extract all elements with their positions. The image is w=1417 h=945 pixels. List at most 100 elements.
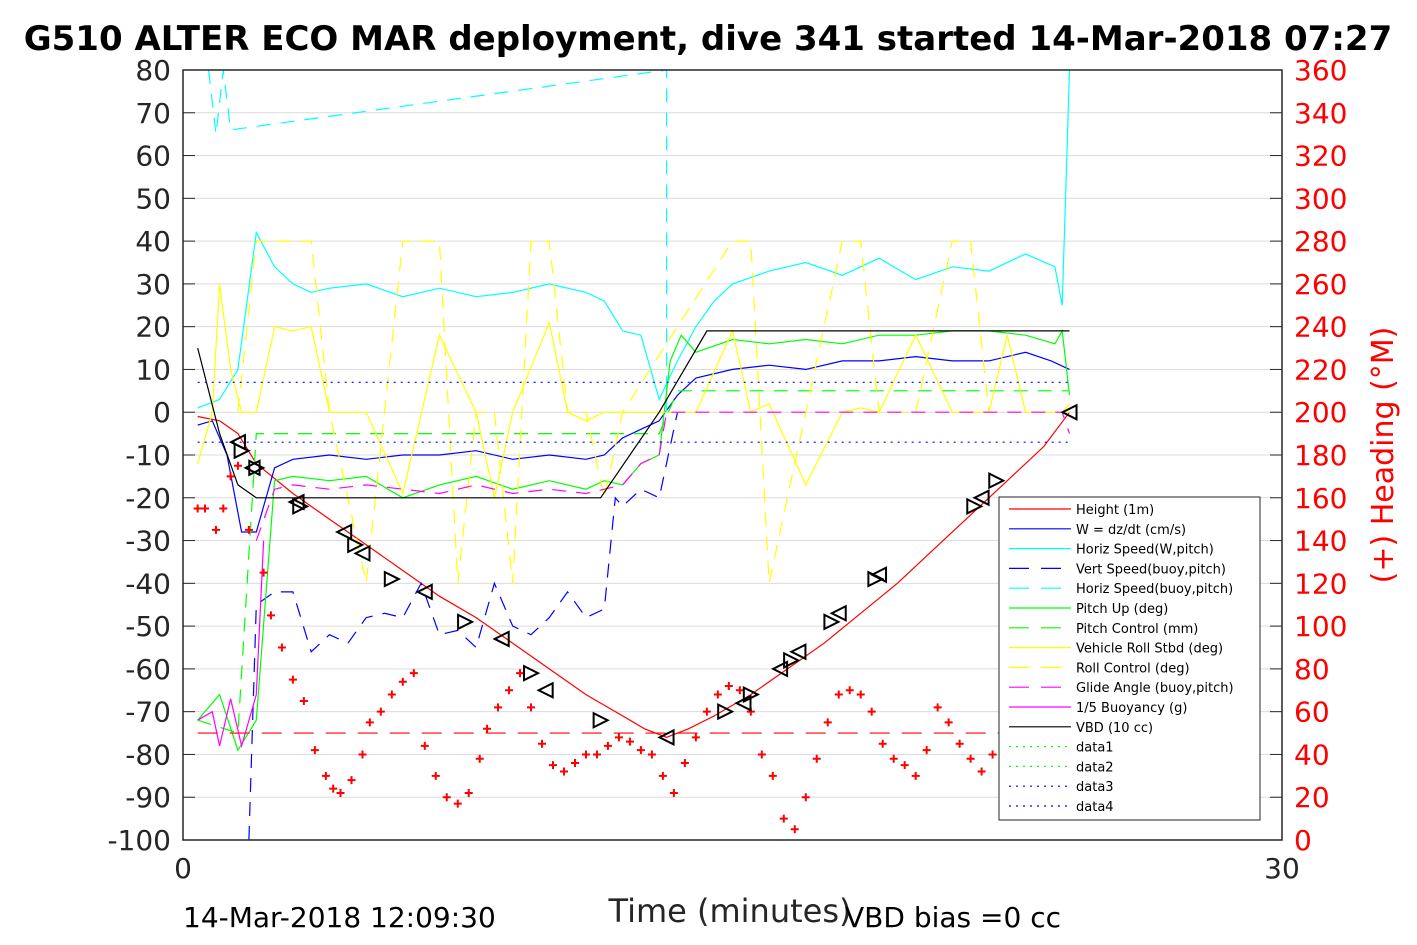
heading-point: [757, 750, 766, 759]
heading-point: [867, 707, 876, 716]
y-tick-label: -20: [125, 482, 171, 515]
series-line-10: [197, 540, 265, 749]
y-tick-label: 10: [135, 353, 171, 386]
heading-point: [977, 767, 986, 776]
turn-markers: [228, 403, 1078, 746]
y-tick-label-right: 260: [1294, 268, 1347, 301]
heading-point: [420, 741, 429, 750]
heading-point: [889, 754, 898, 763]
y-tick-label: -90: [125, 781, 171, 814]
y-tick-label: 50: [135, 182, 171, 215]
y-tick-label-right: 240: [1294, 311, 1347, 344]
heading-point: [592, 750, 601, 759]
heading-point: [966, 754, 975, 763]
heading-point: [570, 759, 579, 767]
series-group: [197, 69, 1071, 841]
series-line-11: [197, 330, 1070, 499]
heading-point: [955, 739, 964, 748]
turn-marker: [287, 493, 305, 511]
y-tick-label: 80: [135, 54, 171, 87]
y-tick-label-right: 140: [1294, 525, 1347, 558]
turn-marker: [742, 685, 761, 704]
heading-point: [310, 746, 319, 755]
heading-point: [387, 690, 396, 699]
heading-point: [922, 746, 931, 755]
turn-marker: [592, 711, 610, 729]
heading-point: [944, 718, 953, 727]
legend-label: data1: [1076, 741, 1114, 756]
heading-point: [933, 703, 942, 712]
heading-point: [603, 741, 612, 750]
y-tick-label-right: 160: [1294, 482, 1347, 515]
turn-marker: [829, 604, 847, 622]
y-tick-label-right: 360: [1294, 54, 1347, 87]
heading-point: [856, 690, 865, 699]
heading-point: [409, 669, 418, 678]
y-tick-label-right: 300: [1294, 182, 1347, 215]
heading-point: [823, 718, 832, 727]
legend-label: Vehicle Roll Stbd (deg): [1076, 642, 1223, 657]
chart-title: G510 ALTER ECO MAR deployment, dive 341 …: [24, 19, 1393, 59]
heading-point: [538, 739, 547, 748]
heading-point: [801, 793, 810, 802]
y-tick-label-right: 340: [1294, 97, 1347, 130]
turn-marker: [657, 728, 675, 746]
heading-point: [299, 696, 308, 705]
tick-labels: 80706050403020100-10-20-30-40-50-60-70-8…: [107, 54, 1347, 885]
turn-marker: [457, 613, 475, 631]
heading-point: [516, 669, 525, 678]
y-tick-label-right: 60: [1294, 696, 1330, 729]
heading-point: [321, 771, 330, 780]
legend-label: Glide Angle (buoy,pitch): [1076, 681, 1234, 696]
y-tick-label: -40: [125, 567, 171, 600]
y-tick-label-right: 200: [1294, 396, 1347, 429]
y-tick-label-right: 120: [1294, 567, 1347, 600]
legend-label: data3: [1076, 780, 1114, 795]
legend-label: Pitch Up (deg): [1076, 602, 1168, 617]
turn-marker: [415, 583, 433, 601]
turn-marker: [492, 630, 510, 648]
legend-label: W = dz/dt (cm/s): [1076, 523, 1186, 538]
heading-point: [358, 750, 367, 759]
heading-point: [431, 771, 440, 780]
heading-point: [581, 750, 590, 759]
heading-point: [636, 746, 645, 755]
turn-marker: [789, 643, 807, 661]
heading-point: [647, 750, 656, 759]
heading-point: [219, 504, 228, 513]
heading-point: [336, 788, 345, 797]
heading-point: [365, 718, 374, 727]
turn-marker: [717, 703, 735, 721]
heading-point: [900, 761, 909, 770]
heading-point: [911, 771, 920, 780]
turn-marker: [972, 489, 990, 507]
heading-point: [669, 788, 678, 797]
turn-marker: [347, 536, 365, 554]
heading-point: [878, 739, 887, 748]
heading-point: [768, 771, 777, 780]
right-axis-label: (+) Heading (°M): [1366, 327, 1401, 584]
heading-point: [329, 784, 338, 793]
heading-point: [259, 568, 268, 577]
y-tick-label-right: 320: [1294, 140, 1347, 173]
turn-marker: [353, 544, 371, 563]
legend-label: Height (1m): [1076, 503, 1154, 518]
y-tick-label: -100: [107, 824, 171, 857]
heading-point: [559, 767, 568, 776]
series-line-3: [248, 412, 679, 841]
heading-point: [845, 686, 854, 695]
legend-label: VBD (10 cc): [1076, 721, 1153, 736]
heading-point: [702, 707, 711, 716]
heading-point: [266, 611, 275, 620]
heading-point: [494, 703, 503, 712]
series-line-1: [197, 351, 1070, 533]
y-tick-label: 20: [135, 311, 171, 344]
heading-point: [812, 754, 821, 763]
turn-marker: [523, 664, 541, 682]
footer-timestamp: 14-Mar-2018 12:09:30: [183, 901, 496, 934]
y-tick-label: 60: [135, 140, 171, 173]
turn-marker: [243, 459, 261, 477]
heading-point: [834, 690, 843, 699]
y-tick-label-right: 40: [1294, 738, 1330, 771]
heading-point: [790, 825, 799, 834]
